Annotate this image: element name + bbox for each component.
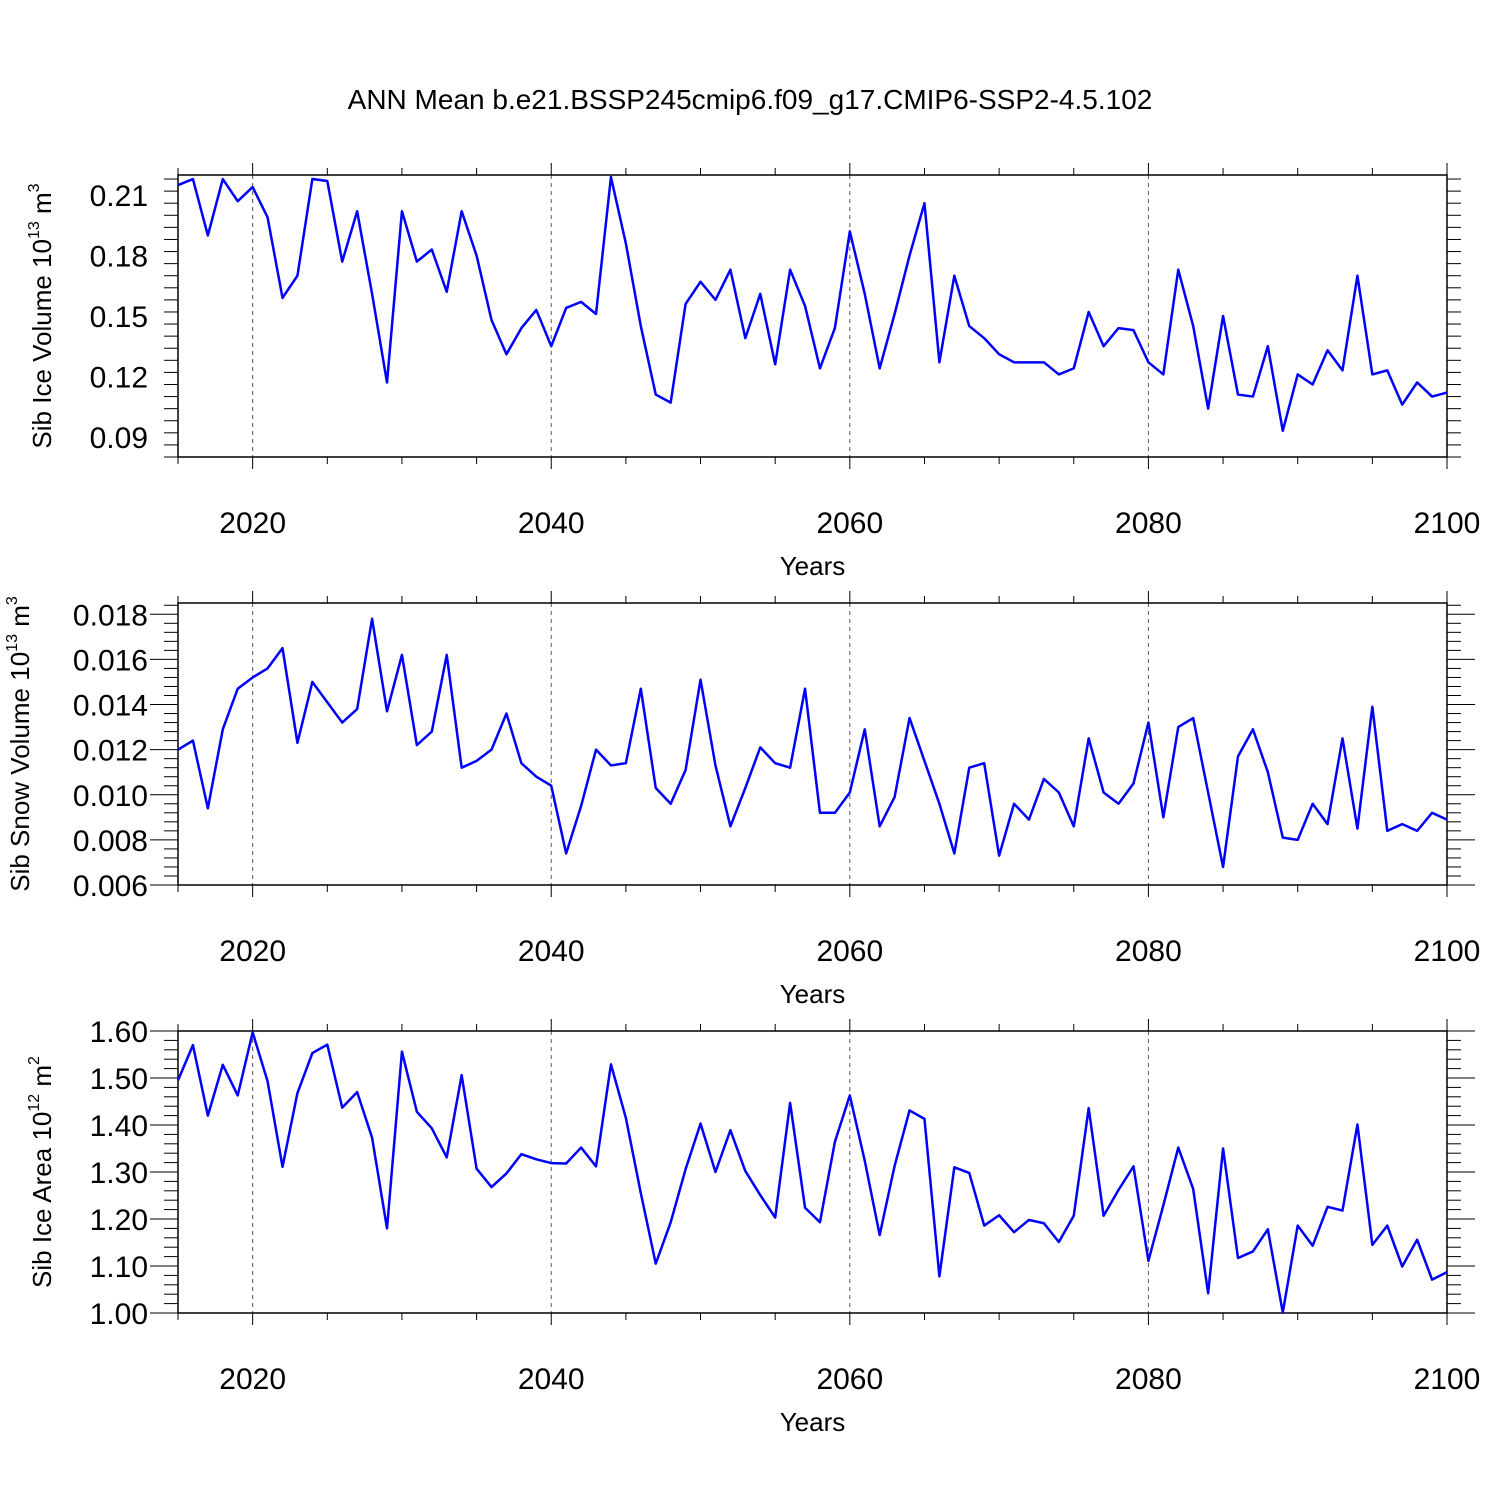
x-tick-label: 2020 xyxy=(219,507,286,540)
y-axis-title-prefix: Sib Ice Area 10 xyxy=(27,1112,57,1288)
chart-panel-2: 0.006 0.008 0.010 0.012 0.014 0.016 0.018 2020 2… xyxy=(4,591,1480,1009)
x-tick-label: 2100 xyxy=(1414,1363,1481,1396)
y-axis-title-unit: m xyxy=(27,1065,57,1094)
x-tick-label: 2040 xyxy=(518,1363,585,1396)
y-tick-label: 1.60 xyxy=(90,1016,148,1049)
y-tick-label: 0.09 xyxy=(90,422,148,455)
y-tick-label: 0.018 xyxy=(73,599,148,632)
chart-panel-3: 1.00 1.10 1.20 1.30 1.40 1.50 1.60 2020 2040 2060… xyxy=(26,1016,1480,1437)
y-axis-title-exp: 13 xyxy=(26,221,43,239)
y-tick-label: 0.006 xyxy=(73,870,148,903)
y-axis-title: Sib Ice Area 1012 m2 xyxy=(26,1056,57,1288)
y-tick-label: 0.008 xyxy=(73,825,148,858)
series-line xyxy=(176,1031,1448,1314)
x-tick-label: 2020 xyxy=(219,935,286,968)
plot-frame xyxy=(177,174,1448,458)
y-axis-title-prefix: Sib Ice Volume 10 xyxy=(27,239,57,449)
y-tick-label: 0.21 xyxy=(90,180,148,213)
x-tick-label: 2080 xyxy=(1115,507,1182,540)
y-axis-title-unit: m xyxy=(27,192,57,221)
y-axis-title-exp: 12 xyxy=(26,1094,43,1112)
x-tick-label: 2060 xyxy=(816,507,883,540)
y-axis-title-exp: 13 xyxy=(4,634,21,652)
series-line xyxy=(177,175,1448,433)
y-axis-title: Sib Snow Volume 1013 m3 xyxy=(4,596,35,892)
x-axis-title: Years xyxy=(780,979,846,1009)
plot-frame xyxy=(177,1030,1448,1314)
x-axis-title: Years xyxy=(780,551,846,581)
x-tick-label: 2020 xyxy=(219,1363,286,1396)
x-tick-label: 2060 xyxy=(816,1363,883,1396)
y-axis-title: Sib Ice Volume 1013 m3 xyxy=(26,183,57,448)
y-axis-title-unit-exp: 2 xyxy=(26,1056,43,1065)
y-tick-label: 0.18 xyxy=(90,241,148,274)
x-tick-label: 2080 xyxy=(1115,935,1182,968)
y-axis-title-unit-exp: 3 xyxy=(4,596,21,605)
x-tick-label: 2080 xyxy=(1115,1363,1182,1396)
x-tick-label: 2040 xyxy=(518,507,585,540)
plot-frame xyxy=(177,602,1448,886)
x-tick-label: 2040 xyxy=(518,935,585,968)
y-tick-label: 1.00 xyxy=(90,1298,148,1331)
y-axis-title-prefix: Sib Snow Volume 10 xyxy=(5,652,35,892)
y-tick-label: 0.016 xyxy=(73,644,148,677)
series-line xyxy=(177,617,1448,869)
y-axis-title-unit: m xyxy=(5,605,35,634)
y-axis-title-unit-exp: 3 xyxy=(26,183,43,192)
y-tick-label: 1.10 xyxy=(90,1251,148,1284)
y-tick-label: 1.50 xyxy=(90,1063,148,1096)
y-tick-label: 0.010 xyxy=(73,780,148,813)
x-axis-title: Years xyxy=(780,1407,846,1437)
x-tick-label: 2100 xyxy=(1414,507,1481,540)
x-tick-label: 2060 xyxy=(816,935,883,968)
x-tick-label: 2100 xyxy=(1414,935,1481,968)
y-tick-label: 0.15 xyxy=(90,301,148,334)
y-tick-label: 0.12 xyxy=(90,361,148,394)
y-tick-label: 1.30 xyxy=(90,1157,148,1190)
chart-panel-1: 0.09 0.12 0.15 0.18 0.21 2020 2040 2060 2080 2100… xyxy=(26,163,1480,581)
page-title: ANN Mean b.e21.BSSP245cmip6.f09_g17.CMIP… xyxy=(347,84,1153,115)
y-tick-label: 0.012 xyxy=(73,735,148,768)
y-tick-label: 0.014 xyxy=(73,690,148,723)
y-tick-label: 1.20 xyxy=(90,1204,148,1237)
y-tick-label: 1.40 xyxy=(90,1110,148,1143)
